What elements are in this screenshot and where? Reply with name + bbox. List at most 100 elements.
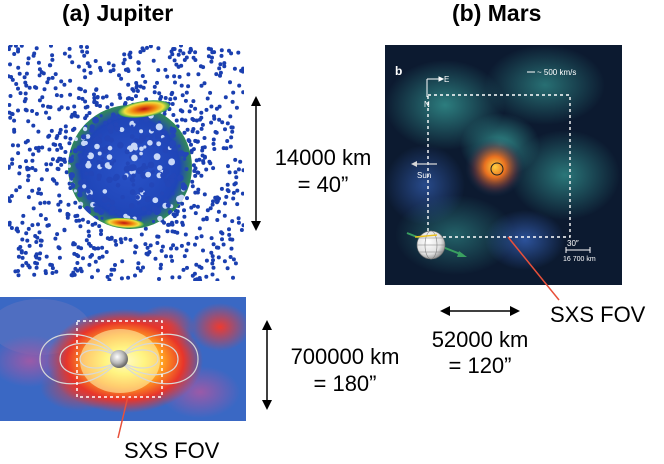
scatter-dot	[233, 261, 238, 266]
scatter-dot	[40, 95, 45, 100]
scatter-dot	[58, 199, 63, 204]
disk-texture-dot	[73, 189, 77, 193]
scatter-dot	[36, 148, 41, 153]
disk-texture-dot	[151, 219, 156, 224]
scatter-dot	[193, 166, 198, 171]
disk-texture-dot	[165, 202, 171, 208]
scatter-dot	[133, 250, 137, 255]
scatter-dot	[210, 55, 214, 60]
scatter-dot	[234, 105, 239, 110]
disk-texture-dot	[162, 147, 169, 154]
scatter-dot	[50, 271, 55, 275]
scatter-dot	[235, 188, 240, 193]
jupiter-bottom-scale-arrow	[262, 320, 272, 410]
scatter-dot	[20, 263, 25, 268]
scatter-dot	[202, 136, 207, 140]
scatter-dot	[134, 94, 138, 99]
scatter-dot	[172, 74, 177, 79]
scatter-dot	[211, 166, 216, 171]
scatter-dot	[201, 217, 206, 222]
scatter-dot	[23, 97, 28, 101]
scatter-dot	[212, 147, 217, 151]
disk-texture-dot	[70, 177, 74, 181]
scatter-dot	[229, 246, 234, 251]
disk-texture-dot	[68, 156, 75, 163]
mars-globe-icon	[406, 230, 467, 260]
scatter-dot	[59, 79, 64, 84]
disk-texture-dot	[106, 124, 114, 131]
scatter-dot	[18, 245, 23, 249]
scatter-dot	[57, 107, 62, 112]
scatter-dot	[200, 122, 205, 127]
scatter-dot	[210, 50, 215, 55]
disk-texture-dot	[94, 143, 100, 150]
scatter-dot	[27, 265, 32, 270]
scatter-dot	[145, 45, 149, 50]
disk-texture-dot	[182, 157, 187, 161]
disk-texture-dot	[139, 129, 144, 134]
scatter-dot	[199, 234, 204, 239]
scatter-dot	[186, 138, 191, 143]
scatter-dot	[177, 74, 182, 79]
disk-texture-dot	[177, 144, 181, 148]
scatter-dot	[67, 54, 72, 59]
scatter-dot	[105, 105, 110, 110]
scatter-dot	[67, 141, 72, 146]
scatter-dot	[16, 273, 21, 278]
scatter-dot	[179, 83, 184, 88]
scatter-dot	[16, 65, 21, 70]
disk-texture-dot	[88, 170, 94, 176]
scatter-dot	[228, 144, 233, 149]
scatter-dot	[67, 46, 72, 51]
scatter-dot	[66, 202, 71, 207]
scatter-dot	[64, 170, 69, 175]
disk-texture-dot	[102, 195, 109, 202]
scatter-dot	[45, 223, 50, 228]
disk-texture-dot	[93, 205, 101, 213]
scatter-dot	[221, 242, 226, 247]
scatter-dot	[144, 251, 149, 256]
scatter-dot	[75, 114, 80, 119]
scatter-dot	[99, 232, 103, 237]
disk-texture-dot	[87, 152, 94, 160]
scatter-dot	[194, 262, 199, 267]
scatter-dot	[183, 118, 188, 123]
scatter-dot	[183, 232, 188, 237]
scatter-dot	[25, 61, 30, 66]
disk-texture-dot	[130, 177, 136, 183]
scatter-dot	[35, 261, 39, 266]
scatter-dot	[217, 117, 222, 122]
scatter-dot	[210, 254, 215, 259]
scatter-dot	[180, 201, 185, 206]
scatter-dot	[213, 130, 218, 134]
scatter-dot	[36, 222, 40, 227]
scatter-dot	[185, 127, 190, 132]
disk-texture-dot	[129, 189, 136, 196]
scatter-dot	[38, 201, 43, 206]
scatter-dot	[96, 246, 101, 251]
scatter-dot	[87, 262, 92, 267]
compass-north-label: N	[424, 100, 430, 109]
scatter-dot	[23, 140, 28, 145]
scatter-dot	[218, 70, 223, 75]
disk-texture-dot	[84, 144, 90, 151]
disk-texture-dot	[68, 172, 75, 179]
disk-texture-dot	[143, 192, 147, 196]
scatter-dot	[113, 263, 117, 267]
scatter-dot	[42, 87, 47, 92]
scatter-dot	[62, 228, 67, 233]
disk-texture-dot	[145, 171, 152, 178]
scatter-dot	[21, 213, 26, 218]
disk-texture-dot	[139, 151, 143, 156]
disk-texture-dot	[128, 164, 135, 172]
scatter-dot	[24, 231, 29, 236]
disk-texture-dot	[124, 149, 130, 155]
disk-texture-dot	[85, 162, 92, 169]
scatter-dot	[100, 254, 105, 259]
scatter-dot	[193, 50, 198, 55]
scatter-dot	[226, 164, 230, 169]
scatter-dot	[53, 86, 58, 91]
scatter-dot	[212, 114, 216, 119]
scatter-dot	[223, 95, 228, 100]
disk-texture-dot	[68, 164, 71, 168]
